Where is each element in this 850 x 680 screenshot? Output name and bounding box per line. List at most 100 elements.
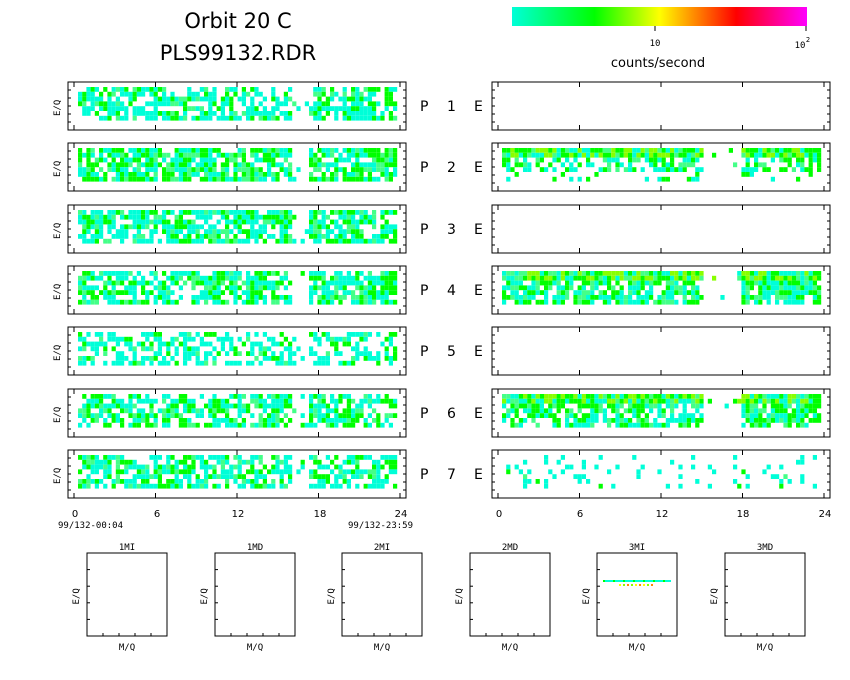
heatmap-cell [330, 408, 335, 414]
heatmap-cell [78, 346, 83, 352]
heatmap-cell [783, 295, 788, 300]
heatmap-cell [636, 290, 641, 295]
heatmap-cell [796, 271, 801, 276]
heatmap-cell [367, 455, 372, 460]
heatmap-cell [552, 157, 557, 163]
heatmap-cell [510, 295, 515, 300]
heatmap-cell [157, 455, 162, 460]
heatmap-cell [149, 356, 154, 361]
heatmap-cell [812, 152, 817, 158]
heatmap-cell [334, 162, 339, 168]
heatmap-cell [649, 394, 654, 399]
heatmap-cell [271, 455, 276, 460]
heatmap-cell [665, 394, 670, 399]
heatmap-cell [695, 418, 700, 423]
heatmap-cell [212, 418, 217, 423]
heatmap-cell [351, 280, 356, 286]
heatmap-cell [115, 210, 120, 215]
heatmap-cell [212, 162, 217, 168]
heatmap-cell [82, 360, 87, 366]
heatmap-cell [199, 360, 204, 366]
heatmap-cell [775, 474, 780, 479]
heatmap-cell [233, 115, 238, 121]
heatmap-cell [518, 394, 523, 399]
heatmap-cell [103, 408, 108, 414]
heatmap-cell [94, 210, 99, 215]
heatmap-cell [317, 224, 322, 230]
heatmap-cell [363, 346, 368, 352]
heatmap-cell [94, 176, 99, 182]
heatmap-cell [94, 111, 99, 116]
heatmap-cell [351, 162, 356, 168]
heatmap-cell [355, 483, 360, 489]
mass-cell [623, 584, 625, 586]
heatmap-cell [309, 214, 314, 220]
heatmap-cell [544, 167, 549, 172]
heatmap-cell [615, 275, 620, 281]
heatmap-cell [393, 152, 398, 158]
heatmap-cell [115, 479, 120, 484]
heatmap-cell [183, 469, 188, 475]
heatmap-cell [691, 162, 696, 168]
heatmap-cell [162, 271, 167, 276]
heatmap-cell [548, 413, 553, 418]
heatmap-cell [132, 464, 137, 470]
heatmap-cell [367, 152, 372, 158]
heatmap-cell [376, 394, 381, 399]
heatmap-cell [372, 162, 377, 168]
heatmap-cell [262, 152, 267, 158]
heatmap-cell [628, 422, 633, 428]
heatmap-cell [94, 464, 99, 470]
heatmap-cell [787, 394, 792, 399]
row-index: 2 [447, 160, 456, 176]
heatmap-cell [317, 413, 322, 418]
heatmap-cell [351, 172, 356, 177]
heatmap-cell [376, 483, 381, 489]
heatmap-cell [204, 219, 209, 225]
heatmap-cell [376, 479, 381, 484]
heatmap-cell [581, 403, 586, 409]
heatmap-cell [229, 219, 234, 225]
heatmap-cell [204, 422, 209, 428]
heatmap-cell [241, 214, 246, 220]
heatmap-cell [178, 214, 183, 220]
heatmap-cell [334, 157, 339, 163]
heatmap-cell [628, 167, 633, 172]
heatmap-cell [363, 167, 368, 172]
heatmap-cell [770, 413, 775, 418]
heatmap-cell [225, 398, 230, 404]
heatmap-cell [153, 356, 158, 361]
heatmap-cell [317, 341, 322, 347]
heatmap-cell [544, 479, 549, 484]
heatmap-cell [107, 280, 112, 286]
heatmap-cell [812, 275, 817, 281]
heatmap-cell [120, 403, 125, 409]
heatmap-cell [355, 91, 360, 97]
heatmap-cell [649, 162, 654, 168]
heatmap-cell [141, 398, 146, 404]
heatmap-cell [388, 299, 393, 305]
heatmap-cell [552, 422, 557, 428]
heatmap-cell [372, 101, 377, 107]
heatmap-cell [321, 479, 326, 484]
mass-cell [637, 580, 639, 582]
heatmap-cell [279, 280, 284, 286]
heatmap-cell [149, 413, 154, 418]
heatmap-cell [204, 299, 209, 305]
heatmap-cell [115, 299, 120, 305]
heatmap-cell [325, 234, 330, 239]
heatmap-cell [770, 285, 775, 291]
heatmap-cell [86, 152, 91, 158]
heatmap-cell [288, 280, 293, 286]
heatmap-cell [581, 295, 586, 300]
heatmap-cell [237, 152, 242, 158]
heatmap-cell [279, 167, 284, 172]
heatmap-cell [313, 351, 318, 356]
heatmap-cell [153, 295, 158, 300]
heatmap-cell [288, 162, 293, 168]
heatmap-cell [321, 403, 326, 409]
heatmap-cell [183, 464, 188, 470]
heatmap-cell [225, 413, 230, 418]
heatmap-cell [384, 101, 389, 107]
